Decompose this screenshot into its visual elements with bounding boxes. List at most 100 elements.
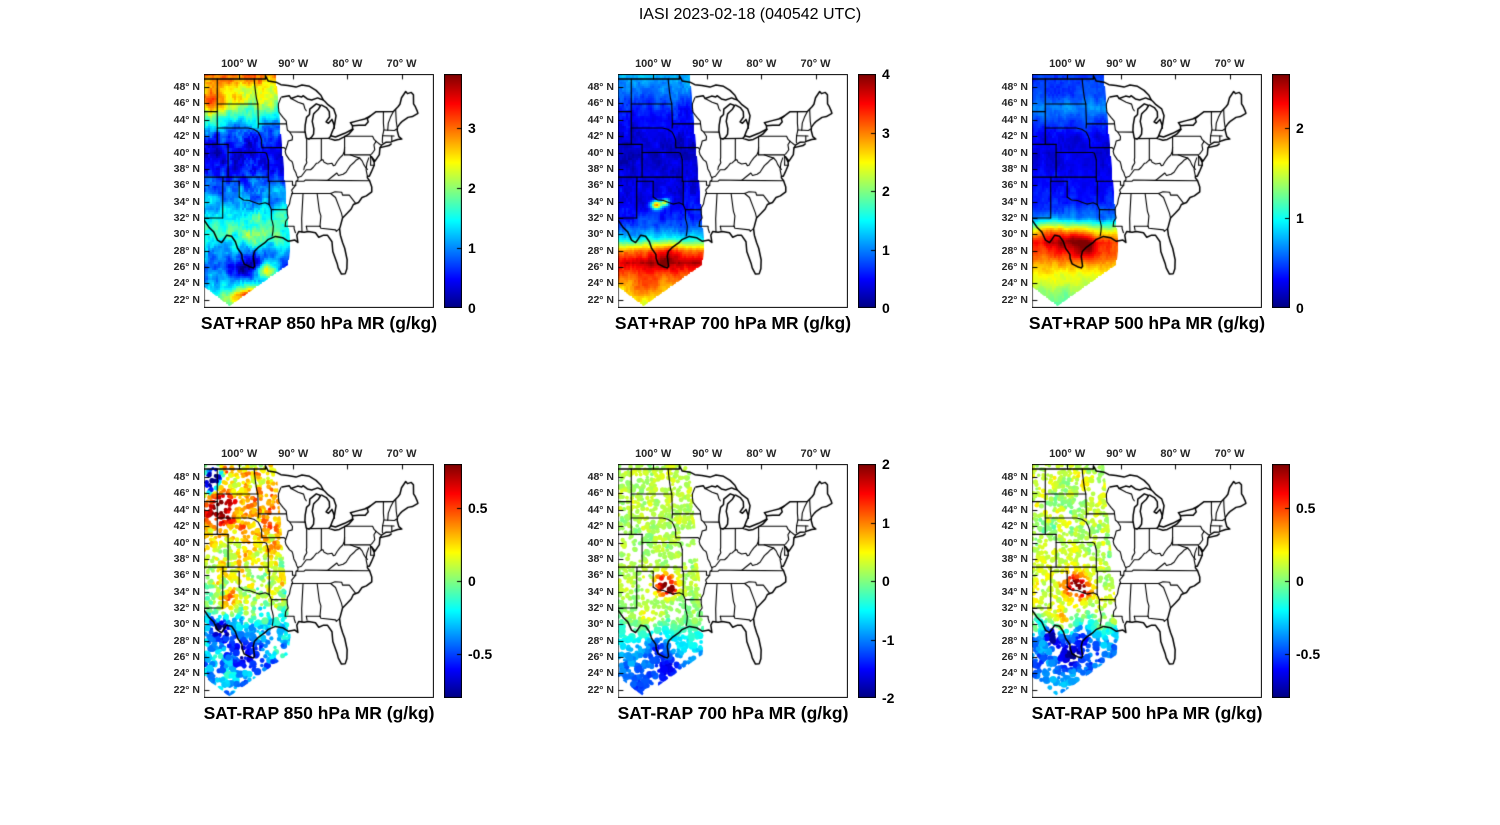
lat-tick-label: 24° N — [587, 277, 614, 290]
lat-tick-label: 22° N — [173, 293, 200, 306]
colorbar-tick-label: 1 — [1296, 210, 1304, 226]
lat-tick-label: 48° N — [587, 471, 614, 484]
lat-tick-label: 30° N — [173, 228, 200, 241]
lon-tick-label: 80° W — [1160, 448, 1191, 460]
lon-axis: 100° W 90° W 80° W 70° W — [618, 56, 848, 74]
lat-tick-label: 22° N — [587, 293, 614, 306]
colorbar-tick-label: 2 — [1296, 120, 1304, 136]
colorbar-tick-label: 0 — [882, 300, 890, 316]
lat-tick-label: 24° N — [1001, 277, 1028, 290]
lat-tick-label: 26° N — [587, 261, 614, 274]
lat-tick-label: 30° N — [587, 228, 614, 241]
lat-tick-label: 26° N — [1001, 261, 1028, 274]
lat-tick-label: 24° N — [173, 277, 200, 290]
colorbar-tick-label: 1 — [468, 240, 476, 256]
lat-tick-label: 40° N — [1001, 146, 1028, 159]
lat-tick-label: 46° N — [1001, 97, 1028, 110]
lat-tick-label: 46° N — [173, 97, 200, 110]
lat-tick-label: 38° N — [173, 162, 200, 175]
lat-tick-label: 40° N — [173, 146, 200, 159]
lat-tick-label: 28° N — [587, 634, 614, 647]
lat-axis: 48° N 46° N 44° N 42° N 40° N 38° N 36° N 34° N… — [992, 74, 1032, 308]
lat-tick-label: 42° N — [173, 130, 200, 143]
lon-axis: 100° W 90° W 80° W 70° W — [1032, 446, 1262, 464]
lat-tick-label: 34° N — [1001, 195, 1028, 208]
colorbar-gradient — [444, 74, 462, 308]
lat-tick-label: 36° N — [1001, 179, 1028, 192]
map-canvas — [1032, 464, 1262, 698]
lon-tick-label: 70° W — [1214, 58, 1245, 70]
colorbar-tick-label: 0 — [1296, 573, 1304, 589]
lon-axis: 100° W 90° W 80° W 70° W — [618, 446, 848, 464]
lat-tick-label: 32° N — [587, 602, 614, 614]
lat-tick-label: 28° N — [173, 634, 200, 647]
map-canvas — [1032, 74, 1262, 308]
map-panel-sat-minus-rap-700: 100° W 90° W 80° W 70° W 48° N 46° N 44° N 42°… — [578, 446, 922, 724]
panel-title: SAT+RAP 500 hPa MR (g/kg) — [1028, 313, 1266, 333]
lat-tick-label: 44° N — [1001, 503, 1028, 516]
panel-title: SAT-RAP 850 hPa MR (g/kg) — [203, 703, 435, 723]
lat-tick-label: 36° N — [173, 569, 200, 582]
colorbar-tick-label: 3 — [882, 124, 890, 141]
lon-tick-label: 80° W — [746, 58, 777, 70]
lat-tick-label: 38° N — [587, 552, 614, 565]
lat-axis: 48° N 46° N 44° N 42° N 40° N 38° N 36° N 34° N… — [164, 74, 204, 308]
map-plot — [204, 74, 434, 308]
lat-tick-label: 28° N — [173, 244, 200, 257]
colorbar-ticks: 2 1 0 — [1272, 74, 1336, 316]
lat-tick-label: 26° N — [173, 261, 200, 274]
lat-tick-label: 38° N — [587, 162, 614, 175]
lat-tick-label: 48° N — [1001, 81, 1028, 94]
lat-tick-label: 22° N — [587, 683, 614, 696]
lat-tick-label: 36° N — [587, 569, 614, 582]
map-panel-sat-minus-rap-850: 100° W 90° W 80° W 70° W 48° N 46° N 44° N 42°… — [164, 446, 508, 724]
lon-tick-label: 100° W — [221, 448, 258, 460]
colorbar-tick-label: 0 — [468, 300, 476, 316]
lon-tick-label: 70° W — [386, 448, 417, 460]
lon-tick-label: 90° W — [278, 58, 309, 70]
colorbar-ticks: 2 1 0 -1 -2 — [858, 456, 922, 706]
colorbar-tick-label: 2 — [882, 183, 890, 199]
lon-axis: 100° W 90° W 80° W 70° W — [204, 446, 434, 464]
colorbar-ticks: 0.5 0 -0.5 — [444, 464, 508, 698]
map-canvas — [618, 74, 848, 308]
lat-tick-label: 36° N — [587, 179, 614, 192]
lat-tick-label: 36° N — [173, 179, 200, 192]
colorbar-tick-label: 4 — [882, 66, 890, 82]
colorbar-gradient — [444, 464, 462, 698]
lat-axis: 48° N 46° N 44° N 42° N 40° N 38° N 36° N 34° N… — [164, 464, 204, 698]
colorbar-tick-label: 0.5 — [468, 499, 488, 516]
panel-title: SAT-RAP 700 hPa MR (g/kg) — [617, 703, 849, 723]
colorbar-tick-label: -0.5 — [1296, 646, 1321, 663]
lon-tick-label: 90° W — [1106, 448, 1137, 460]
lat-tick-label: 24° N — [587, 667, 614, 680]
colorbar-gradient — [1272, 74, 1290, 308]
colorbar-tick-label: 0 — [1296, 300, 1304, 316]
panel-row-bottom: 100° W 90° W 80° W 70° W 48° N 46° N 44° N 42°… — [0, 446, 1500, 724]
colorbar: 4 3 2 1 0 — [858, 66, 922, 316]
colorbar: 2 1 0 — [1272, 74, 1336, 316]
lat-tick-label: 38° N — [173, 552, 200, 565]
colorbar-tick-label: 2 — [468, 180, 476, 196]
lon-tick-label: 90° W — [1106, 58, 1137, 70]
colorbar-gradient — [858, 74, 876, 308]
map-plot — [204, 464, 434, 698]
lat-tick-label: 32° N — [173, 602, 200, 614]
lat-axis: 48° N 46° N 44° N 42° N 40° N 38° N 36° N 34° N… — [992, 464, 1032, 698]
lat-tick-label: 22° N — [1001, 293, 1028, 306]
lon-tick-label: 80° W — [332, 58, 363, 70]
lat-tick-label: 44° N — [173, 503, 200, 516]
map-canvas — [618, 464, 848, 698]
lat-tick-label: 46° N — [173, 487, 200, 500]
lat-tick-label: 32° N — [1001, 212, 1028, 224]
lat-axis: 48° N 46° N 44° N 42° N 40° N 38° N 36° N 34° N… — [578, 464, 618, 698]
lat-tick-label: 40° N — [587, 536, 614, 549]
lon-tick-label: 80° W — [332, 448, 363, 460]
colorbar-gradient — [1272, 464, 1290, 698]
colorbar-tick-label: -2 — [882, 690, 895, 706]
colorbar-tick-label: 3 — [468, 120, 476, 136]
lon-tick-label: 100° W — [1049, 448, 1086, 460]
panel-title: SAT+RAP 850 hPa MR (g/kg) — [200, 313, 438, 333]
colorbar-tick-label: 0.5 — [1296, 499, 1316, 516]
